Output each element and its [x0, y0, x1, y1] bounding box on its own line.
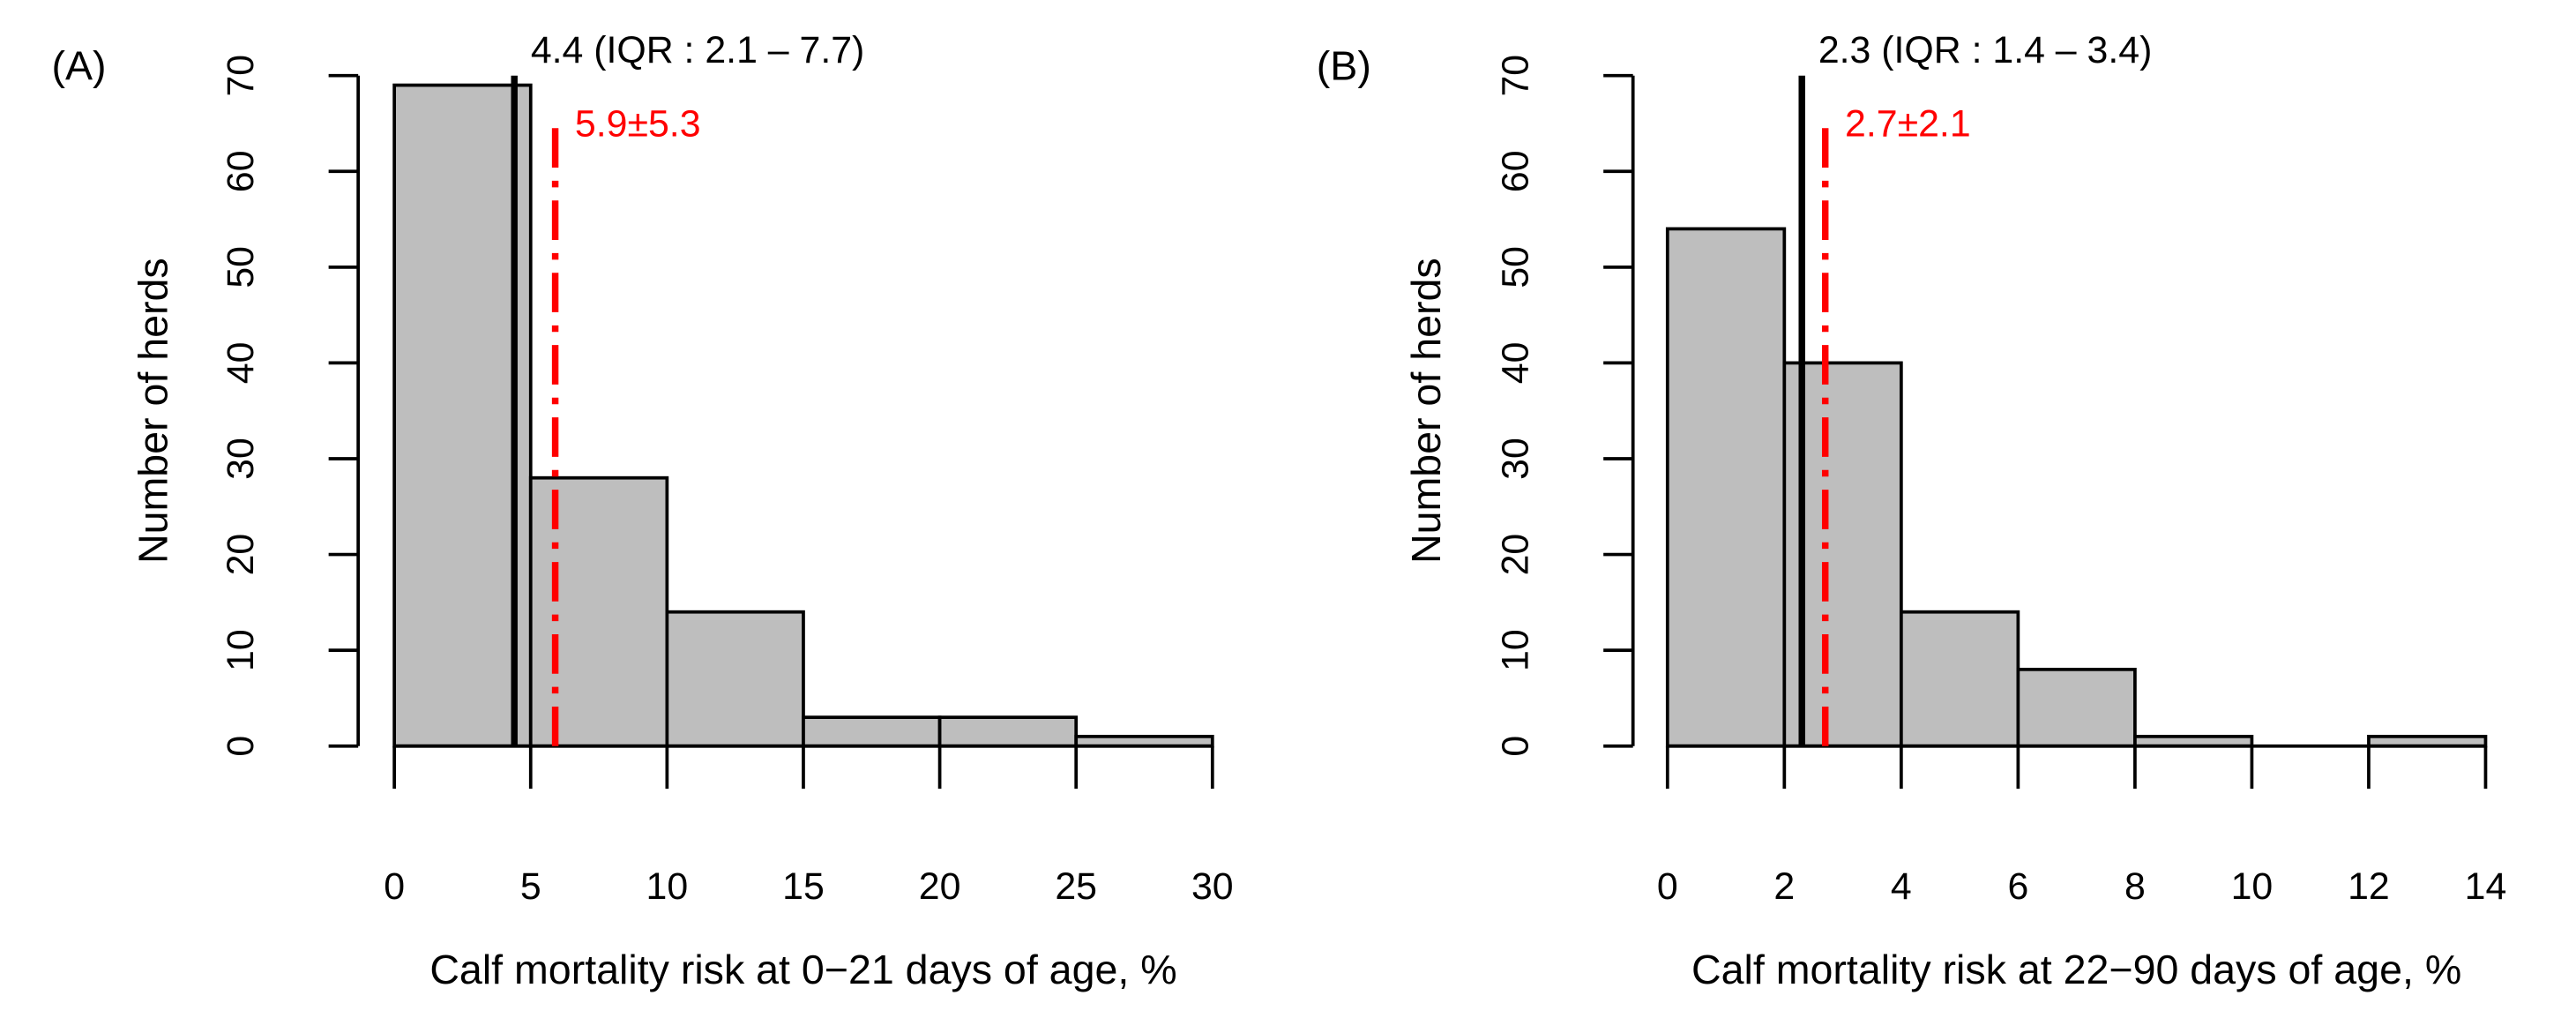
y-tick-label: 50 — [1495, 246, 1537, 288]
bar — [392, 83, 533, 748]
panel-label: (B) — [1317, 43, 1371, 89]
x-axis-label: Calf mortality risk at 22−90 days of age… — [1691, 947, 2461, 992]
bar — [528, 475, 669, 748]
x-tick-label: 10 — [2231, 865, 2274, 908]
y-tick-label: 40 — [1495, 342, 1537, 385]
x-tick-label: 15 — [782, 865, 825, 908]
bar — [937, 715, 1079, 748]
x-tick-label: 10 — [646, 865, 689, 908]
y-tick-label: 10 — [220, 629, 262, 671]
x-tick-label: 30 — [1191, 865, 1234, 908]
x-tick-label: 0 — [384, 865, 405, 908]
y-tick-label: 0 — [1495, 736, 1537, 757]
bar — [665, 610, 805, 748]
y-tick-label: 60 — [1495, 150, 1537, 192]
x-tick-label: 0 — [1657, 865, 1678, 908]
y-tick-label: 40 — [220, 342, 262, 385]
y-tick-label: 70 — [1495, 55, 1537, 97]
y-tick-label: 30 — [220, 438, 262, 480]
y-tick-label: 10 — [1495, 629, 1537, 671]
bar — [1899, 610, 2020, 748]
panel-label: (A) — [51, 43, 106, 89]
y-tick-label: 0 — [220, 736, 262, 757]
x-axis-label: Calf mortality risk at 0−21 days of age,… — [429, 947, 1176, 992]
median-label: 2.3 (IQR : 1.4 – 3.4) — [1818, 29, 2153, 71]
x-tick-label: 5 — [520, 865, 541, 908]
x-tick-label: 14 — [2465, 865, 2507, 908]
y-tick-label: 60 — [220, 150, 262, 192]
x-tick-label: 12 — [2348, 865, 2390, 908]
median-label: 4.4 (IQR : 2.1 – 7.7) — [531, 29, 865, 71]
y-axis-label: Number of herds — [130, 258, 175, 564]
bar — [802, 715, 942, 748]
mean-label: 5.9±5.3 — [575, 103, 701, 146]
x-tick-label: 20 — [919, 865, 961, 908]
x-tick-label: 2 — [1773, 865, 1795, 908]
y-axis-label: Number of herds — [1403, 258, 1449, 564]
y-tick-label: 20 — [1495, 534, 1537, 576]
x-tick-label: 6 — [2007, 865, 2028, 908]
y-tick-label: 30 — [1495, 438, 1537, 480]
bar — [2016, 667, 2137, 748]
y-tick-label: 70 — [220, 55, 262, 97]
y-tick-label: 20 — [220, 534, 262, 576]
x-tick-label: 8 — [2124, 865, 2146, 908]
x-tick-label: 25 — [1055, 865, 1097, 908]
mean-label: 2.7±2.1 — [1845, 103, 1971, 146]
bar — [1665, 227, 1787, 748]
y-tick-label: 50 — [220, 246, 262, 288]
x-tick-label: 4 — [1891, 865, 1912, 908]
